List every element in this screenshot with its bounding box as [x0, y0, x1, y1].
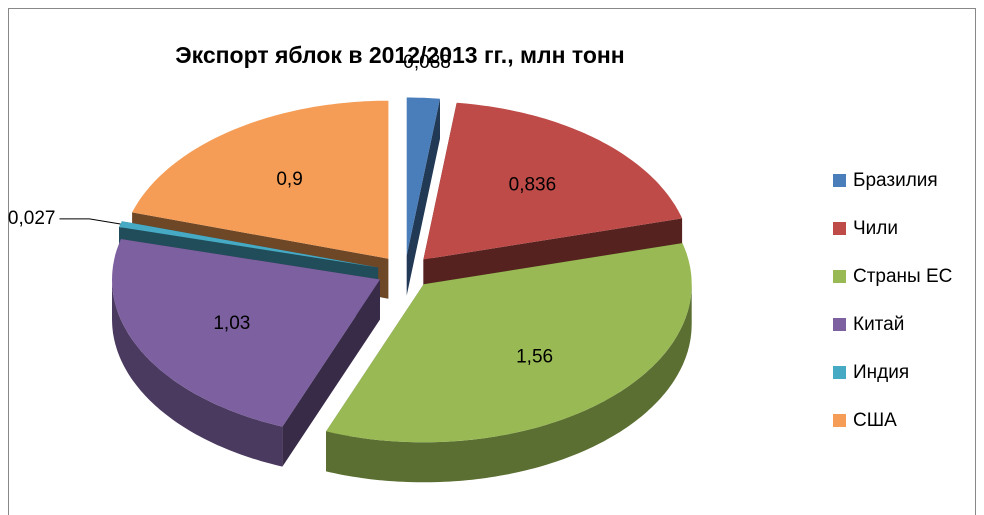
- leader-line: [59, 218, 121, 225]
- legend-label: Китай: [853, 314, 904, 335]
- data-label: 0,836: [509, 175, 557, 196]
- slice: [423, 102, 683, 260]
- data-label: 0,088: [403, 52, 451, 73]
- data-label: 1,56: [516, 346, 553, 367]
- data-label: 0,027: [8, 208, 56, 229]
- legend-label: Чили: [853, 218, 898, 239]
- data-label: 0,9: [276, 169, 302, 190]
- slice: [132, 100, 389, 259]
- slice: [406, 97, 440, 256]
- legend-swatch: [833, 366, 846, 379]
- legend-swatch: [833, 318, 846, 331]
- slice: [112, 239, 380, 427]
- slice: [119, 221, 379, 268]
- slice-wall: [406, 98, 440, 296]
- legend-swatch: [833, 414, 846, 427]
- legend-label: США: [853, 410, 897, 431]
- slice-wall: [282, 279, 380, 467]
- slice-side: [112, 279, 283, 467]
- data-label: 1,03: [213, 313, 250, 334]
- chart-title: Экспорт яблок в 2012/2013 гг., млн тонн: [175, 42, 624, 68]
- legend-label: Бразилия: [853, 170, 938, 191]
- legend-swatch: [833, 174, 846, 187]
- legend-label: Индия: [853, 362, 909, 383]
- legend-label: Страны ЕС: [853, 266, 952, 287]
- legend-swatch: [833, 270, 846, 283]
- slice-side: [326, 284, 692, 483]
- slice: [326, 243, 692, 443]
- legend-swatch: [833, 222, 846, 235]
